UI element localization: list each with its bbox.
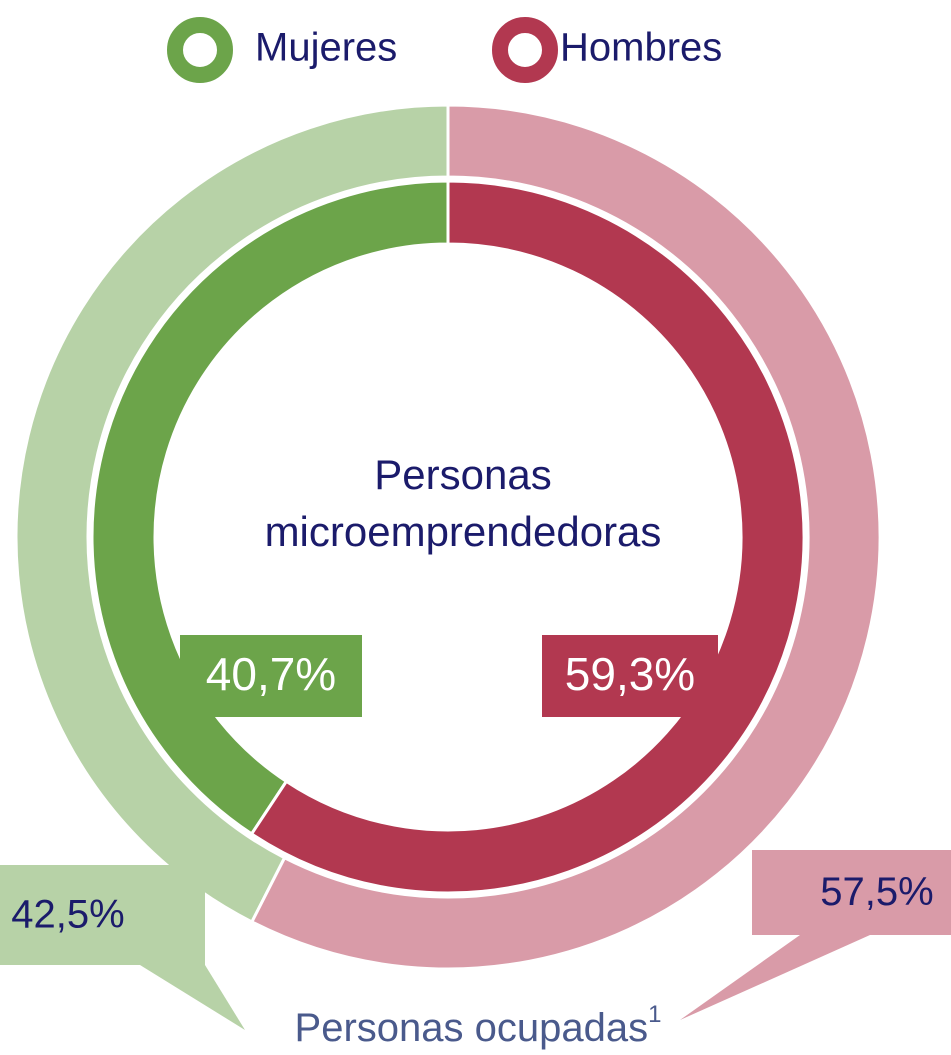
outer-ring-label-text: Personas ocupadas [295,1006,649,1050]
legend-label: Mujeres [255,26,397,70]
donut-segment [14,103,450,924]
value-label: 40,7% [206,648,336,700]
legend-label: Hombres [560,26,722,70]
value-label: 59,3% [565,648,695,700]
legend-marker [167,17,233,83]
value-label-box [752,850,951,935]
donut-segment [249,179,806,895]
center-label: microemprendedoras [265,508,662,555]
value-label-box [180,635,362,717]
legend-marker [492,17,558,83]
outer-ring-label: Personas ocupadas1 [295,1001,662,1049]
callout-pointer [680,935,870,1020]
footnote-marker: 1 [648,1001,661,1028]
donut-segment [249,103,882,971]
value-label-box [542,635,718,717]
center-label: Personas [374,451,551,498]
callout-pointer [140,965,245,1030]
value-label: 42,5% [11,893,124,937]
value-label: 57,5% [820,870,933,914]
value-label-box [0,865,205,965]
